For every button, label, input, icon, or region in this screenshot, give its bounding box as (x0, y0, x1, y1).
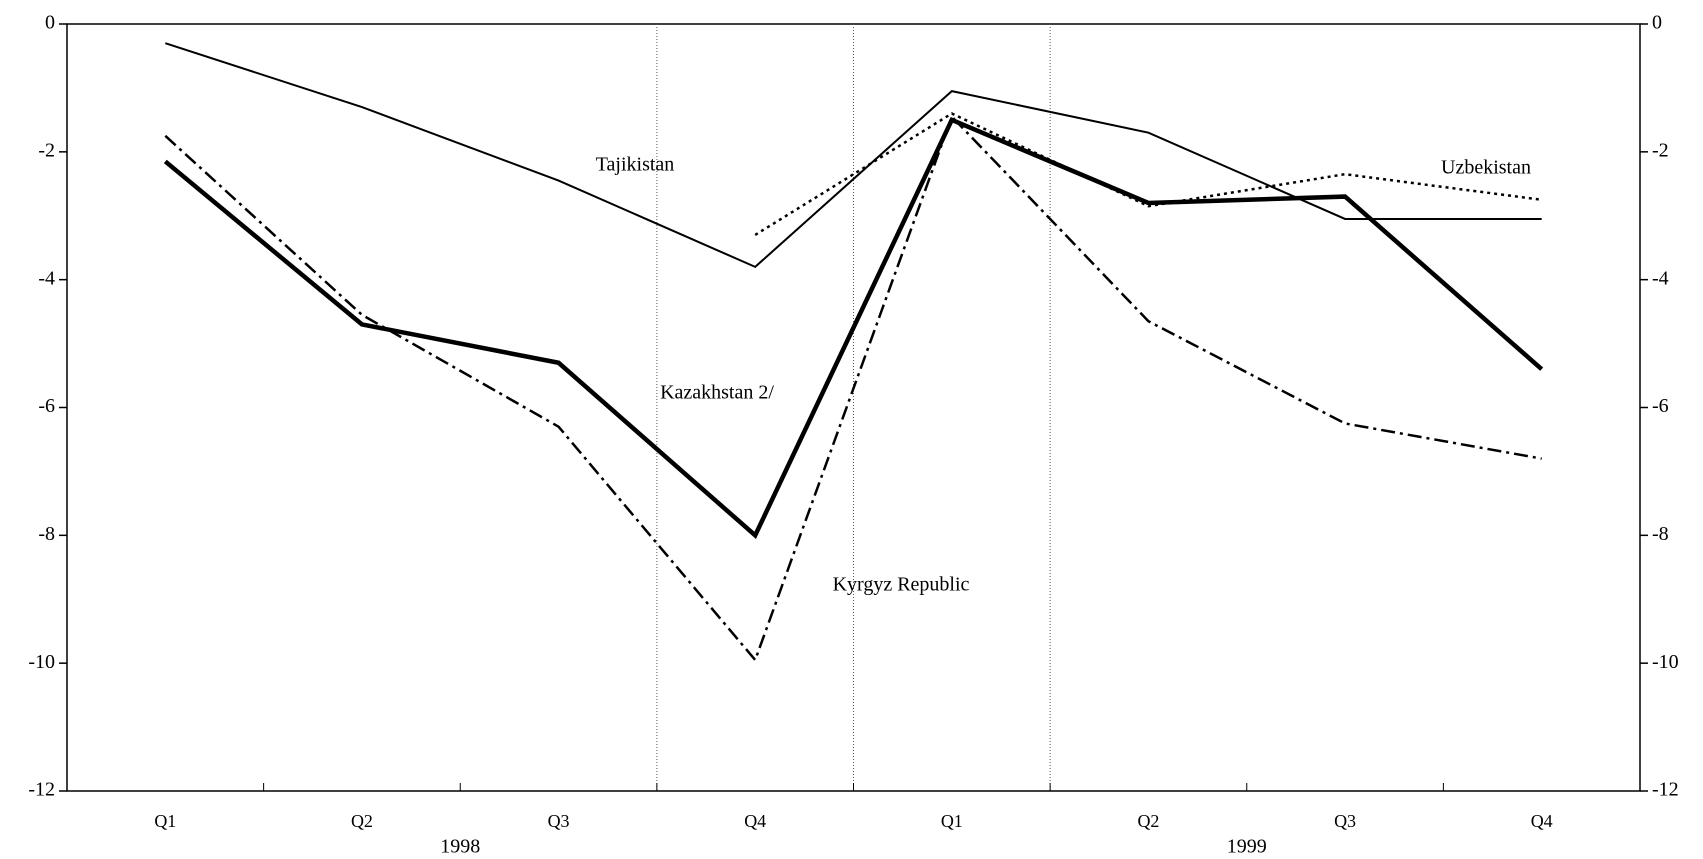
y-tick-label: -10 (28, 651, 55, 673)
y-tick-label: 0 (45, 12, 55, 34)
series-line (163, 116, 1544, 539)
y-tick-label: -2 (38, 139, 55, 161)
y2-tick-label: -8 (1652, 523, 1669, 545)
y2-tick-label: -6 (1652, 395, 1669, 417)
y-tick-label: -4 (38, 267, 55, 289)
series-label: Kazakhstan 2/ (660, 382, 774, 404)
series-line (754, 112, 1542, 236)
x-tick-label: Q2 (1137, 811, 1159, 831)
year-label: 1999 (1227, 836, 1267, 858)
series-line (164, 114, 1542, 663)
y-tick-label: -8 (38, 523, 55, 545)
year-label: 1998 (440, 836, 480, 858)
x-tick-label: Q2 (351, 811, 373, 831)
series-line (165, 42, 1542, 269)
y-tick-label: -12 (28, 779, 55, 801)
y2-tick-label: -12 (1652, 779, 1679, 801)
series-label: Tajikistan (596, 154, 675, 176)
y-tick-label: -6 (38, 395, 55, 417)
series-label: Kyrgyz Republic (833, 574, 970, 596)
series-label: Uzbekistan (1441, 157, 1531, 179)
x-tick-label: Q3 (548, 811, 570, 831)
y2-tick-label: -4 (1652, 267, 1669, 289)
x-tick-label: Q4 (1531, 811, 1553, 831)
x-tick-label: Q4 (744, 811, 766, 831)
x-tick-label: Q3 (1334, 811, 1356, 831)
x-tick-label: Q1 (941, 811, 963, 831)
y2-tick-label: -10 (1652, 651, 1679, 673)
y2-tick-label: -2 (1652, 139, 1669, 161)
x-tick-label: Q1 (154, 811, 176, 831)
y2-tick-label: 0 (1652, 12, 1662, 34)
